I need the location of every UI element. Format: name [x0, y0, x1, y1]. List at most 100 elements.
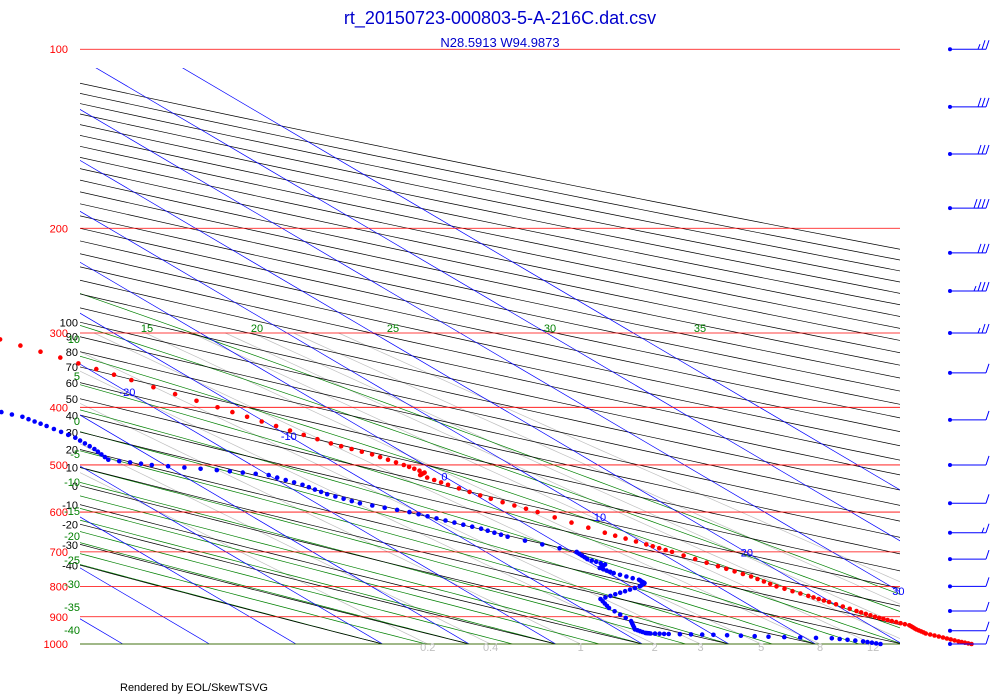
dewpoint-point — [116, 458, 122, 464]
dewpoint-point — [589, 558, 595, 563]
dry-adiabat — [80, 293, 900, 476]
temperature-point — [748, 574, 754, 579]
wind-barb-flag — [985, 455, 990, 466]
temperature-point — [821, 598, 827, 603]
temperature-point — [401, 462, 407, 468]
dewpoint-point — [95, 449, 101, 455]
mixing-ratio-label: 8 — [817, 642, 823, 654]
temperature-point — [663, 547, 668, 553]
isotherm — [80, 261, 730, 644]
temperature-point — [0, 337, 3, 342]
mixing-ratio-line — [252, 332, 900, 626]
temperature-point — [417, 468, 422, 474]
pressure-label: 900 — [50, 612, 68, 624]
temperature-point — [58, 355, 63, 360]
dewpoint-point — [617, 572, 623, 578]
pressure-label: 400 — [50, 402, 68, 414]
temperature-point — [907, 623, 912, 628]
isotherm — [80, 363, 556, 644]
pressure-label: 500 — [50, 460, 68, 472]
temperature-point — [940, 635, 946, 640]
dry-adiabat — [80, 279, 900, 461]
temperature-point — [816, 596, 821, 602]
dewpoint-point — [860, 639, 866, 644]
dry-adiabat-label: -20 — [62, 520, 78, 532]
dewpoint-point — [127, 460, 133, 465]
temperature-point — [377, 454, 383, 460]
isotherm — [0, 0, 36, 644]
wind-barb — [948, 281, 990, 294]
temperature-point — [868, 613, 873, 618]
dewpoint-point — [434, 516, 439, 521]
dry-adiabat — [80, 135, 900, 306]
dewpoint-point — [341, 496, 346, 502]
dewpoint-point — [227, 469, 233, 474]
temperature-point — [301, 432, 307, 438]
temperature-point — [523, 506, 529, 512]
dewpoint-point — [253, 471, 258, 477]
dewpoint-point — [485, 528, 491, 533]
temperature-point — [948, 637, 953, 642]
dewpoint-point — [9, 412, 15, 417]
dewpoint-point — [623, 615, 628, 621]
dry-adiabat — [80, 92, 900, 261]
dewpoint-point — [266, 472, 272, 478]
temperature-point — [151, 384, 156, 390]
pressure-label: 600 — [50, 507, 68, 519]
mixing-ratio-line — [191, 332, 874, 644]
temperature-point — [385, 457, 391, 463]
dewpoint-point — [102, 454, 108, 460]
wind-barb — [948, 494, 990, 506]
isotherm — [80, 465, 383, 644]
isotherm — [80, 159, 900, 644]
dry-adiabat — [80, 103, 900, 272]
dewpoint-point — [611, 570, 616, 576]
dry-adiabat-label: 20 — [66, 445, 78, 457]
temperature-point — [477, 493, 483, 498]
dry-adiabat-label: 80 — [66, 347, 78, 359]
temperature-point — [194, 398, 199, 404]
temperature-point — [952, 638, 957, 643]
dewpoint-point — [630, 575, 635, 581]
mixing-ratio-label: 2 — [652, 642, 658, 654]
dewpoint-point — [657, 631, 662, 636]
dewpoint-point — [711, 632, 716, 638]
wind-barb — [948, 455, 990, 467]
temperature-point — [359, 449, 365, 455]
dry-adiabat-label: 50 — [66, 394, 78, 406]
dewpoint-point — [58, 429, 64, 435]
wind-barb — [948, 410, 990, 422]
wind-barb-flag — [981, 97, 986, 108]
mixing-ratio-line — [80, 351, 701, 644]
temperature-point — [552, 515, 557, 520]
dry-adiabat-label: -10 — [62, 500, 78, 512]
temperature-point — [767, 581, 773, 587]
chart-subtitle: N28.5913 W94.9873 — [440, 35, 560, 50]
dewpoint-point — [865, 639, 870, 645]
temperature-point — [761, 579, 767, 584]
isotherm — [80, 567, 210, 644]
dewpoint-point — [149, 462, 155, 468]
moist-adiabat-label: 20 — [251, 323, 263, 335]
mixing-ratio-label: 1 — [578, 642, 584, 654]
dry-adiabat — [80, 398, 900, 589]
dewpoint-point — [65, 432, 71, 438]
mixing-ratio-line — [338, 332, 900, 583]
temperature-point — [431, 477, 437, 483]
dewpoint-point — [688, 632, 694, 637]
dewpoint-point — [627, 587, 633, 592]
dry-adiabat — [80, 240, 900, 419]
moist-adiabat-label: -30 — [64, 579, 80, 591]
temperature-point — [863, 611, 869, 617]
temperature-point — [936, 634, 942, 639]
temperature-point — [854, 608, 859, 614]
temperature-point — [806, 593, 811, 599]
dewpoint-point — [652, 631, 658, 636]
wind-barb — [948, 601, 990, 613]
isotherm — [182, 68, 900, 491]
wind-barb-flag — [985, 523, 990, 533]
dewpoint-point — [318, 489, 324, 495]
dewpoint-point — [602, 562, 608, 567]
dewpoint-point — [636, 577, 642, 583]
moist-adiabat-label: -20 — [64, 531, 80, 543]
